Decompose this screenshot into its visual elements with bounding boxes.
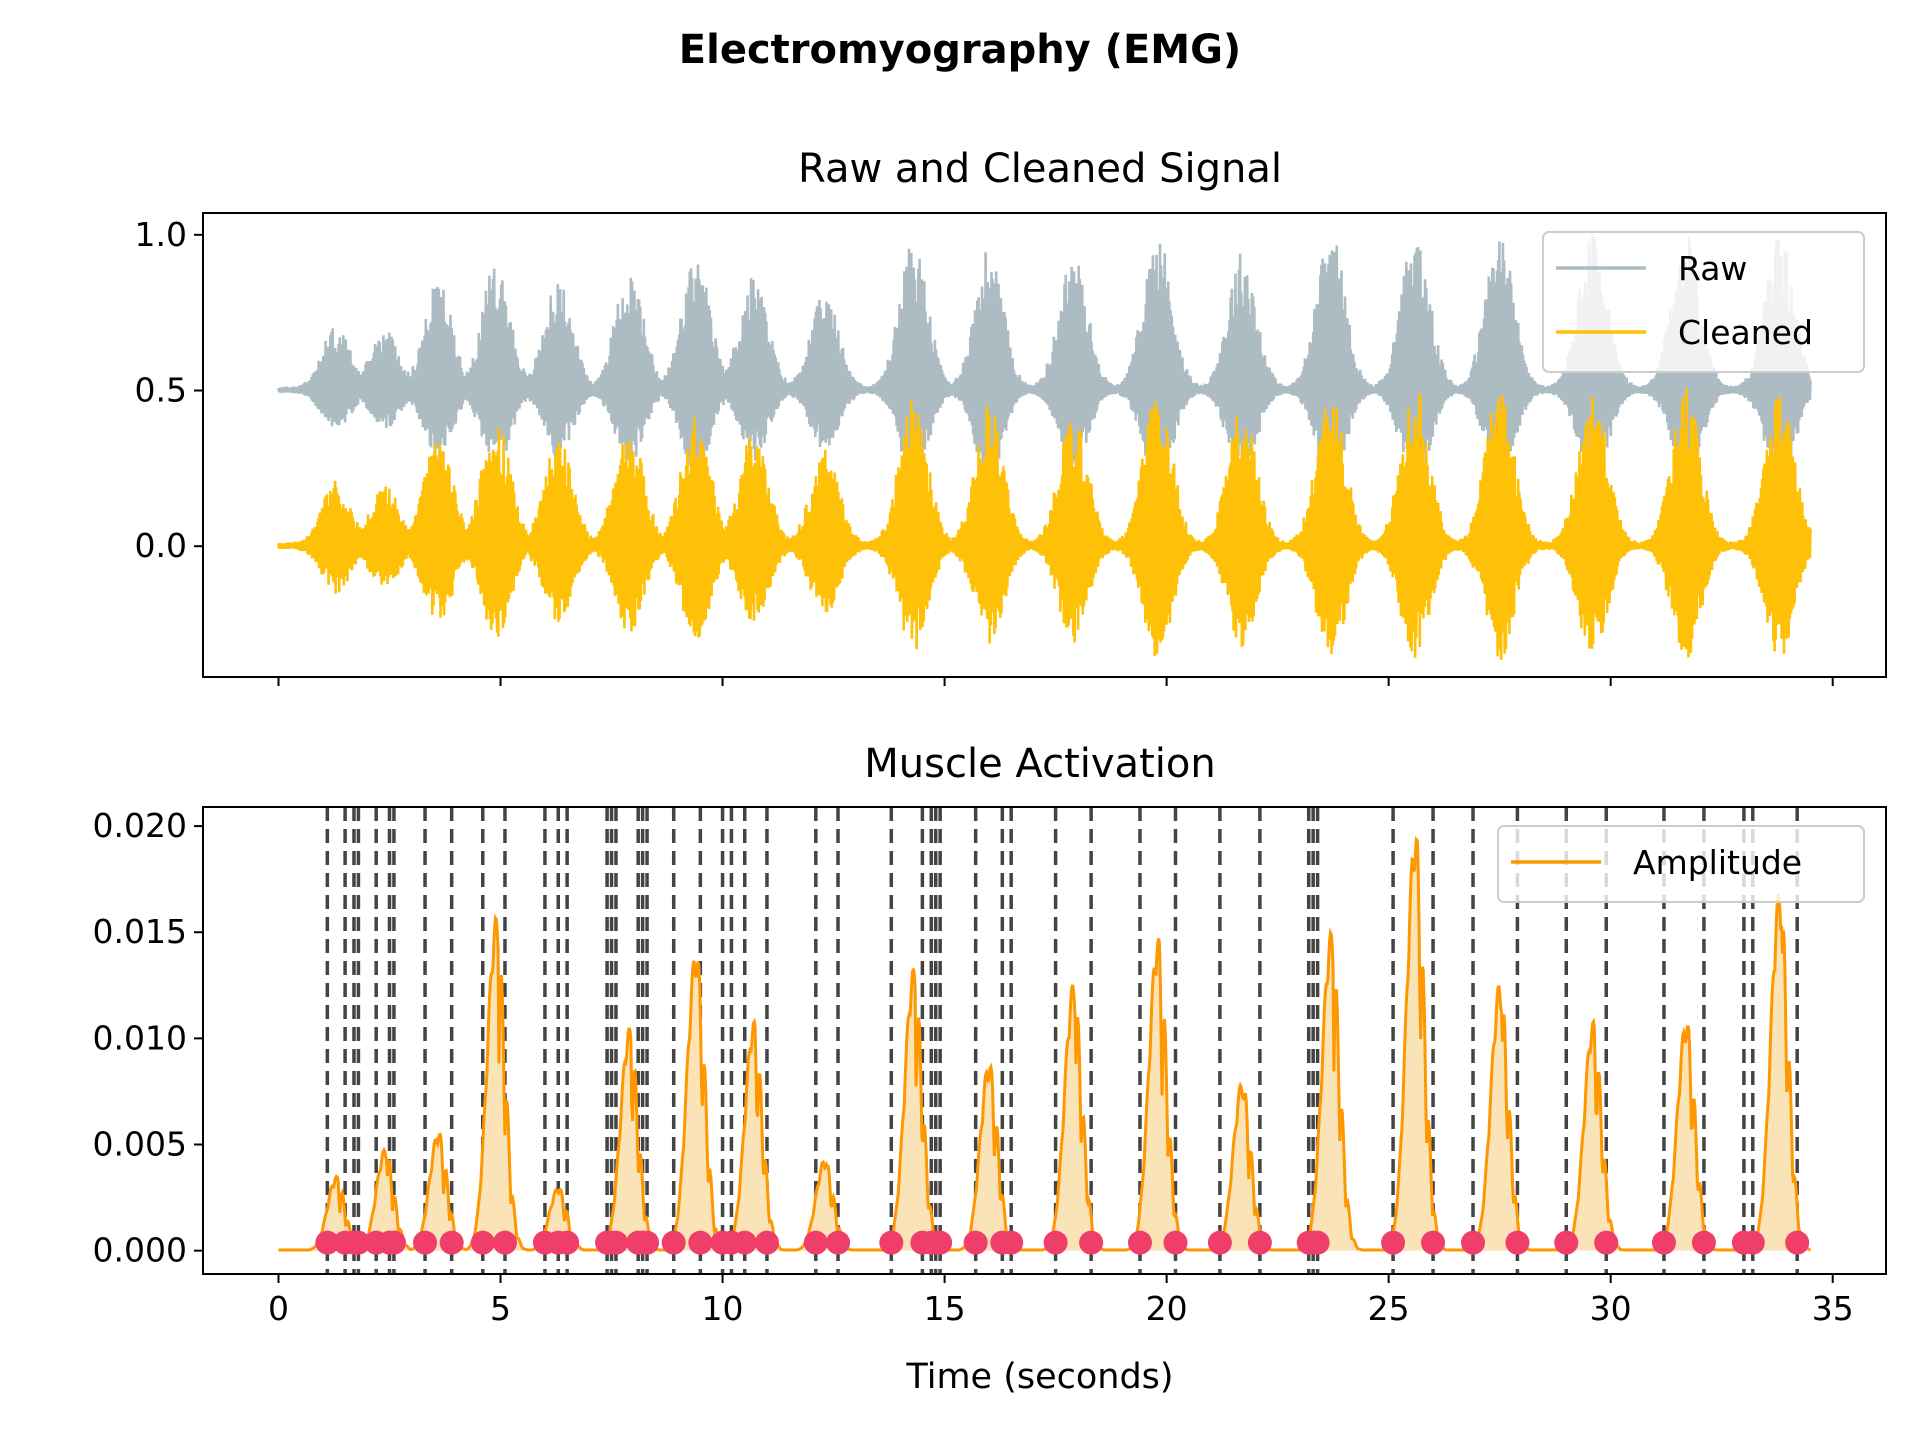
bottom-axes-frame <box>202 806 1887 1275</box>
legend-label-cleaned: Cleaned <box>1678 313 1813 352</box>
top-y-ticks: 0.0 0.5 1.0 <box>135 215 203 565</box>
activation-marker <box>1043 1230 1068 1255</box>
activation-marker <box>1740 1230 1765 1255</box>
amplitude-fill <box>278 839 1811 1251</box>
activation-marker <box>635 1230 660 1255</box>
activation-marker <box>1163 1230 1188 1255</box>
activation-marker <box>1461 1230 1486 1255</box>
bottom-panel-title: Muscle Activation <box>864 741 1215 787</box>
activation-marker <box>1381 1230 1406 1255</box>
activation-marker <box>826 1230 851 1255</box>
activation-marker <box>754 1230 779 1255</box>
bottom-x-tick-label: 15 <box>924 1289 966 1328</box>
activation-marker <box>688 1230 713 1255</box>
bottom-x-tick-label: 0 <box>268 1289 289 1328</box>
bottom-x-tick-label: 25 <box>1368 1289 1410 1328</box>
bottom-y-ticks: 0.000 0.005 0.010 0.015 0.020 <box>93 806 203 1270</box>
activation-marker <box>661 1230 686 1255</box>
activation-marker <box>346 1230 371 1255</box>
activation-marker <box>1421 1230 1446 1255</box>
activation-marker <box>1247 1230 1272 1255</box>
activation-marker <box>1651 1230 1676 1255</box>
activation-marker <box>439 1230 464 1255</box>
bottom-x-tick-label: 5 <box>490 1289 511 1328</box>
bottom-x-tick-label: 30 <box>1590 1289 1632 1328</box>
activation-marker <box>1207 1230 1232 1255</box>
activation-marker <box>1594 1230 1619 1255</box>
bottom-y-tick-label: 0.020 <box>93 806 187 845</box>
activation-marker <box>603 1230 628 1255</box>
bottom-x-ticks: 0 5 10 15 20 25 30 35 <box>268 1274 1854 1328</box>
activation-marker <box>999 1230 1024 1255</box>
activation-marker <box>803 1230 828 1255</box>
activation-marker <box>470 1230 495 1255</box>
activation-marker <box>1505 1230 1530 1255</box>
activation-marker <box>928 1230 953 1255</box>
legend-label-amplitude: Amplitude <box>1633 843 1802 882</box>
top-y-tick-label: 0.0 <box>135 526 187 565</box>
activation-marker <box>555 1230 580 1255</box>
bottom-y-tick-label: 0.015 <box>93 912 187 951</box>
legend-label-raw: Raw <box>1678 249 1747 288</box>
top-legend: Raw Cleaned <box>1542 231 1865 373</box>
bottom-legend-box <box>1497 825 1865 903</box>
activation-marker <box>1127 1230 1152 1255</box>
muscle-activation-panel: Muscle Activation 0.0000.0050.0100.0150.… <box>93 741 1887 1397</box>
bottom-x-tick-label: 20 <box>1146 1289 1188 1328</box>
activation-marker <box>1305 1230 1330 1255</box>
top-y-tick-label: 1.0 <box>135 215 187 254</box>
top-y-tick-label: 0.5 <box>135 371 187 410</box>
x-axis-label: Time (seconds) <box>905 1357 1173 1397</box>
activation-marker <box>963 1230 988 1255</box>
activation-marker <box>492 1230 517 1255</box>
activation-marker <box>315 1230 340 1255</box>
activation-marker <box>413 1230 438 1255</box>
activation-marker <box>1079 1230 1104 1255</box>
top-plot-area <box>277 234 1812 660</box>
top-axes-frame <box>202 212 1887 678</box>
figure-title: Electromyography (EMG) <box>679 27 1241 73</box>
bottom-x-tick-label: 10 <box>702 1289 744 1328</box>
top-x-ticks <box>277 677 1834 686</box>
bottom-x-tick-label: 35 <box>1812 1289 1854 1328</box>
amplitude-line <box>278 835 1812 1252</box>
activation-marker <box>381 1230 406 1255</box>
activation-marker <box>1691 1230 1716 1255</box>
bottom-y-tick-label: 0.000 <box>93 1231 187 1270</box>
activation-marker <box>1554 1230 1579 1255</box>
top-panel-title: Raw and Cleaned Signal <box>798 146 1282 192</box>
activation-marker <box>1785 1230 1810 1255</box>
raw-cleaned-panel: Raw and Cleaned Signal 0.0 0.5 1.0 Raw Clea… <box>135 146 1887 686</box>
bottom-y-tick-label: 0.010 <box>93 1018 187 1057</box>
bottom-legend: Amplitude <box>1497 825 1865 903</box>
raw-signal-line <box>277 234 1812 489</box>
cleaned-signal-line <box>277 388 1812 660</box>
activation-marker <box>732 1230 757 1255</box>
activation-marker <box>879 1230 904 1255</box>
bottom-y-tick-label: 0.005 <box>93 1125 187 1164</box>
